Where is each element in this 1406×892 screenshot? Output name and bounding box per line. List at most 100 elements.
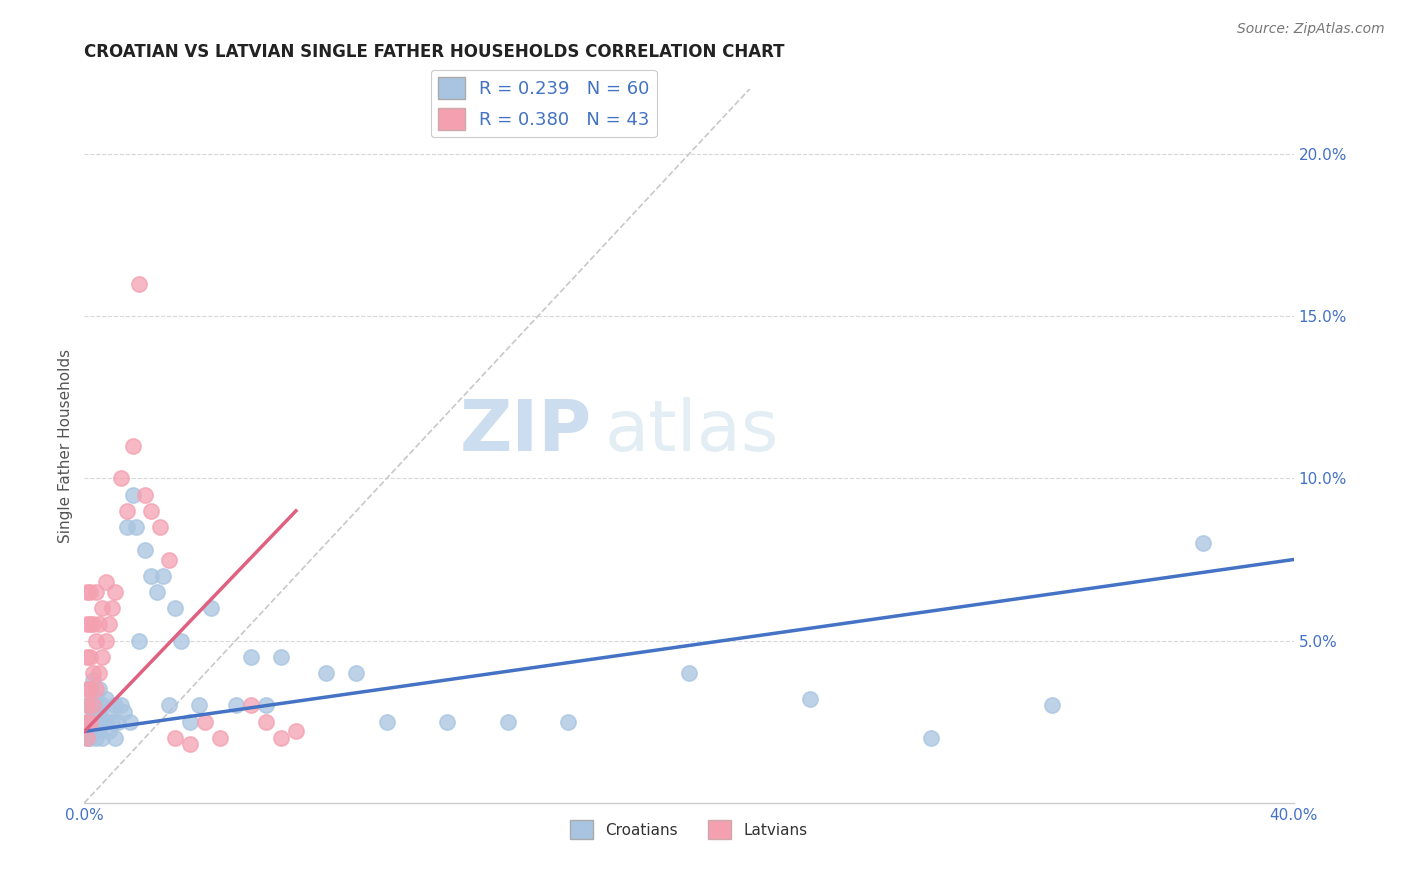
Point <box>86 731 108 745</box>
Point <box>89 617 111 632</box>
Point <box>76 714 98 729</box>
Point <box>170 633 193 648</box>
Point <box>121 439 143 453</box>
Point <box>557 714 579 729</box>
Point <box>115 520 138 534</box>
Point <box>82 617 104 632</box>
Legend: Croatians, Latvians: Croatians, Latvians <box>564 814 814 845</box>
Point <box>496 714 519 729</box>
Point <box>89 724 111 739</box>
Point <box>920 731 942 745</box>
Point <box>139 568 162 582</box>
Point <box>104 698 127 713</box>
Point <box>165 601 187 615</box>
Point <box>194 714 217 729</box>
Point <box>100 601 122 615</box>
Text: CROATIAN VS LATVIAN SINGLE FATHER HOUSEHOLDS CORRELATION CHART: CROATIAN VS LATVIAN SINGLE FATHER HOUSEH… <box>84 43 785 61</box>
Point <box>86 585 108 599</box>
Point <box>157 698 180 713</box>
Point <box>104 585 127 599</box>
Point <box>125 520 148 534</box>
Point <box>134 542 156 557</box>
Point <box>76 731 98 745</box>
Point <box>94 692 117 706</box>
Point <box>82 689 104 703</box>
Point <box>254 714 277 729</box>
Point <box>157 552 180 566</box>
Point <box>86 633 108 648</box>
Point <box>94 633 117 648</box>
Point <box>89 682 111 697</box>
Point <box>285 724 308 739</box>
Point <box>76 649 98 664</box>
Point <box>82 724 104 739</box>
Point <box>91 714 114 729</box>
Point <box>79 585 101 599</box>
Point <box>82 673 104 687</box>
Point <box>91 649 114 664</box>
Point <box>128 633 150 648</box>
Point <box>1192 536 1215 550</box>
Point <box>188 698 211 713</box>
Point <box>94 714 117 729</box>
Point <box>375 714 398 729</box>
Point <box>76 698 98 713</box>
Point <box>76 714 98 729</box>
Point <box>82 698 104 713</box>
Point <box>239 649 262 664</box>
Point <box>270 649 292 664</box>
Point <box>121 488 143 502</box>
Point <box>89 705 111 719</box>
Point <box>82 666 104 681</box>
Point <box>149 520 172 534</box>
Point <box>86 714 108 729</box>
Point <box>86 682 108 697</box>
Text: Source: ZipAtlas.com: Source: ZipAtlas.com <box>1237 22 1385 37</box>
Point <box>76 585 98 599</box>
Point <box>146 585 169 599</box>
Point <box>315 666 337 681</box>
Point <box>79 731 101 745</box>
Point <box>79 698 101 713</box>
Point <box>254 698 277 713</box>
Point <box>110 698 132 713</box>
Point <box>91 731 114 745</box>
Point <box>179 714 201 729</box>
Point <box>94 575 117 590</box>
Point <box>152 568 174 582</box>
Point <box>134 488 156 502</box>
Point <box>209 731 232 745</box>
Point <box>82 705 104 719</box>
Point <box>128 277 150 291</box>
Text: atlas: atlas <box>605 397 779 467</box>
Point <box>86 692 108 706</box>
Point <box>79 714 101 729</box>
Point <box>270 731 292 745</box>
Point <box>97 724 120 739</box>
Point <box>107 714 129 729</box>
Point <box>91 698 114 713</box>
Point <box>79 649 101 664</box>
Point <box>89 666 111 681</box>
Point <box>79 682 101 697</box>
Point <box>76 682 98 697</box>
Point <box>436 714 458 729</box>
Point <box>110 471 132 485</box>
Point <box>115 504 138 518</box>
Text: ZIP: ZIP <box>460 397 592 467</box>
Point <box>112 705 135 719</box>
Point <box>179 738 201 752</box>
Point <box>76 731 98 745</box>
Point <box>1040 698 1063 713</box>
Point <box>100 714 122 729</box>
Point <box>79 714 101 729</box>
Point <box>97 617 120 632</box>
Point <box>79 682 101 697</box>
Point <box>165 731 187 745</box>
Point <box>139 504 162 518</box>
Point <box>239 698 262 713</box>
Point <box>799 692 821 706</box>
Point <box>225 698 247 713</box>
Point <box>76 617 98 632</box>
Point <box>91 601 114 615</box>
